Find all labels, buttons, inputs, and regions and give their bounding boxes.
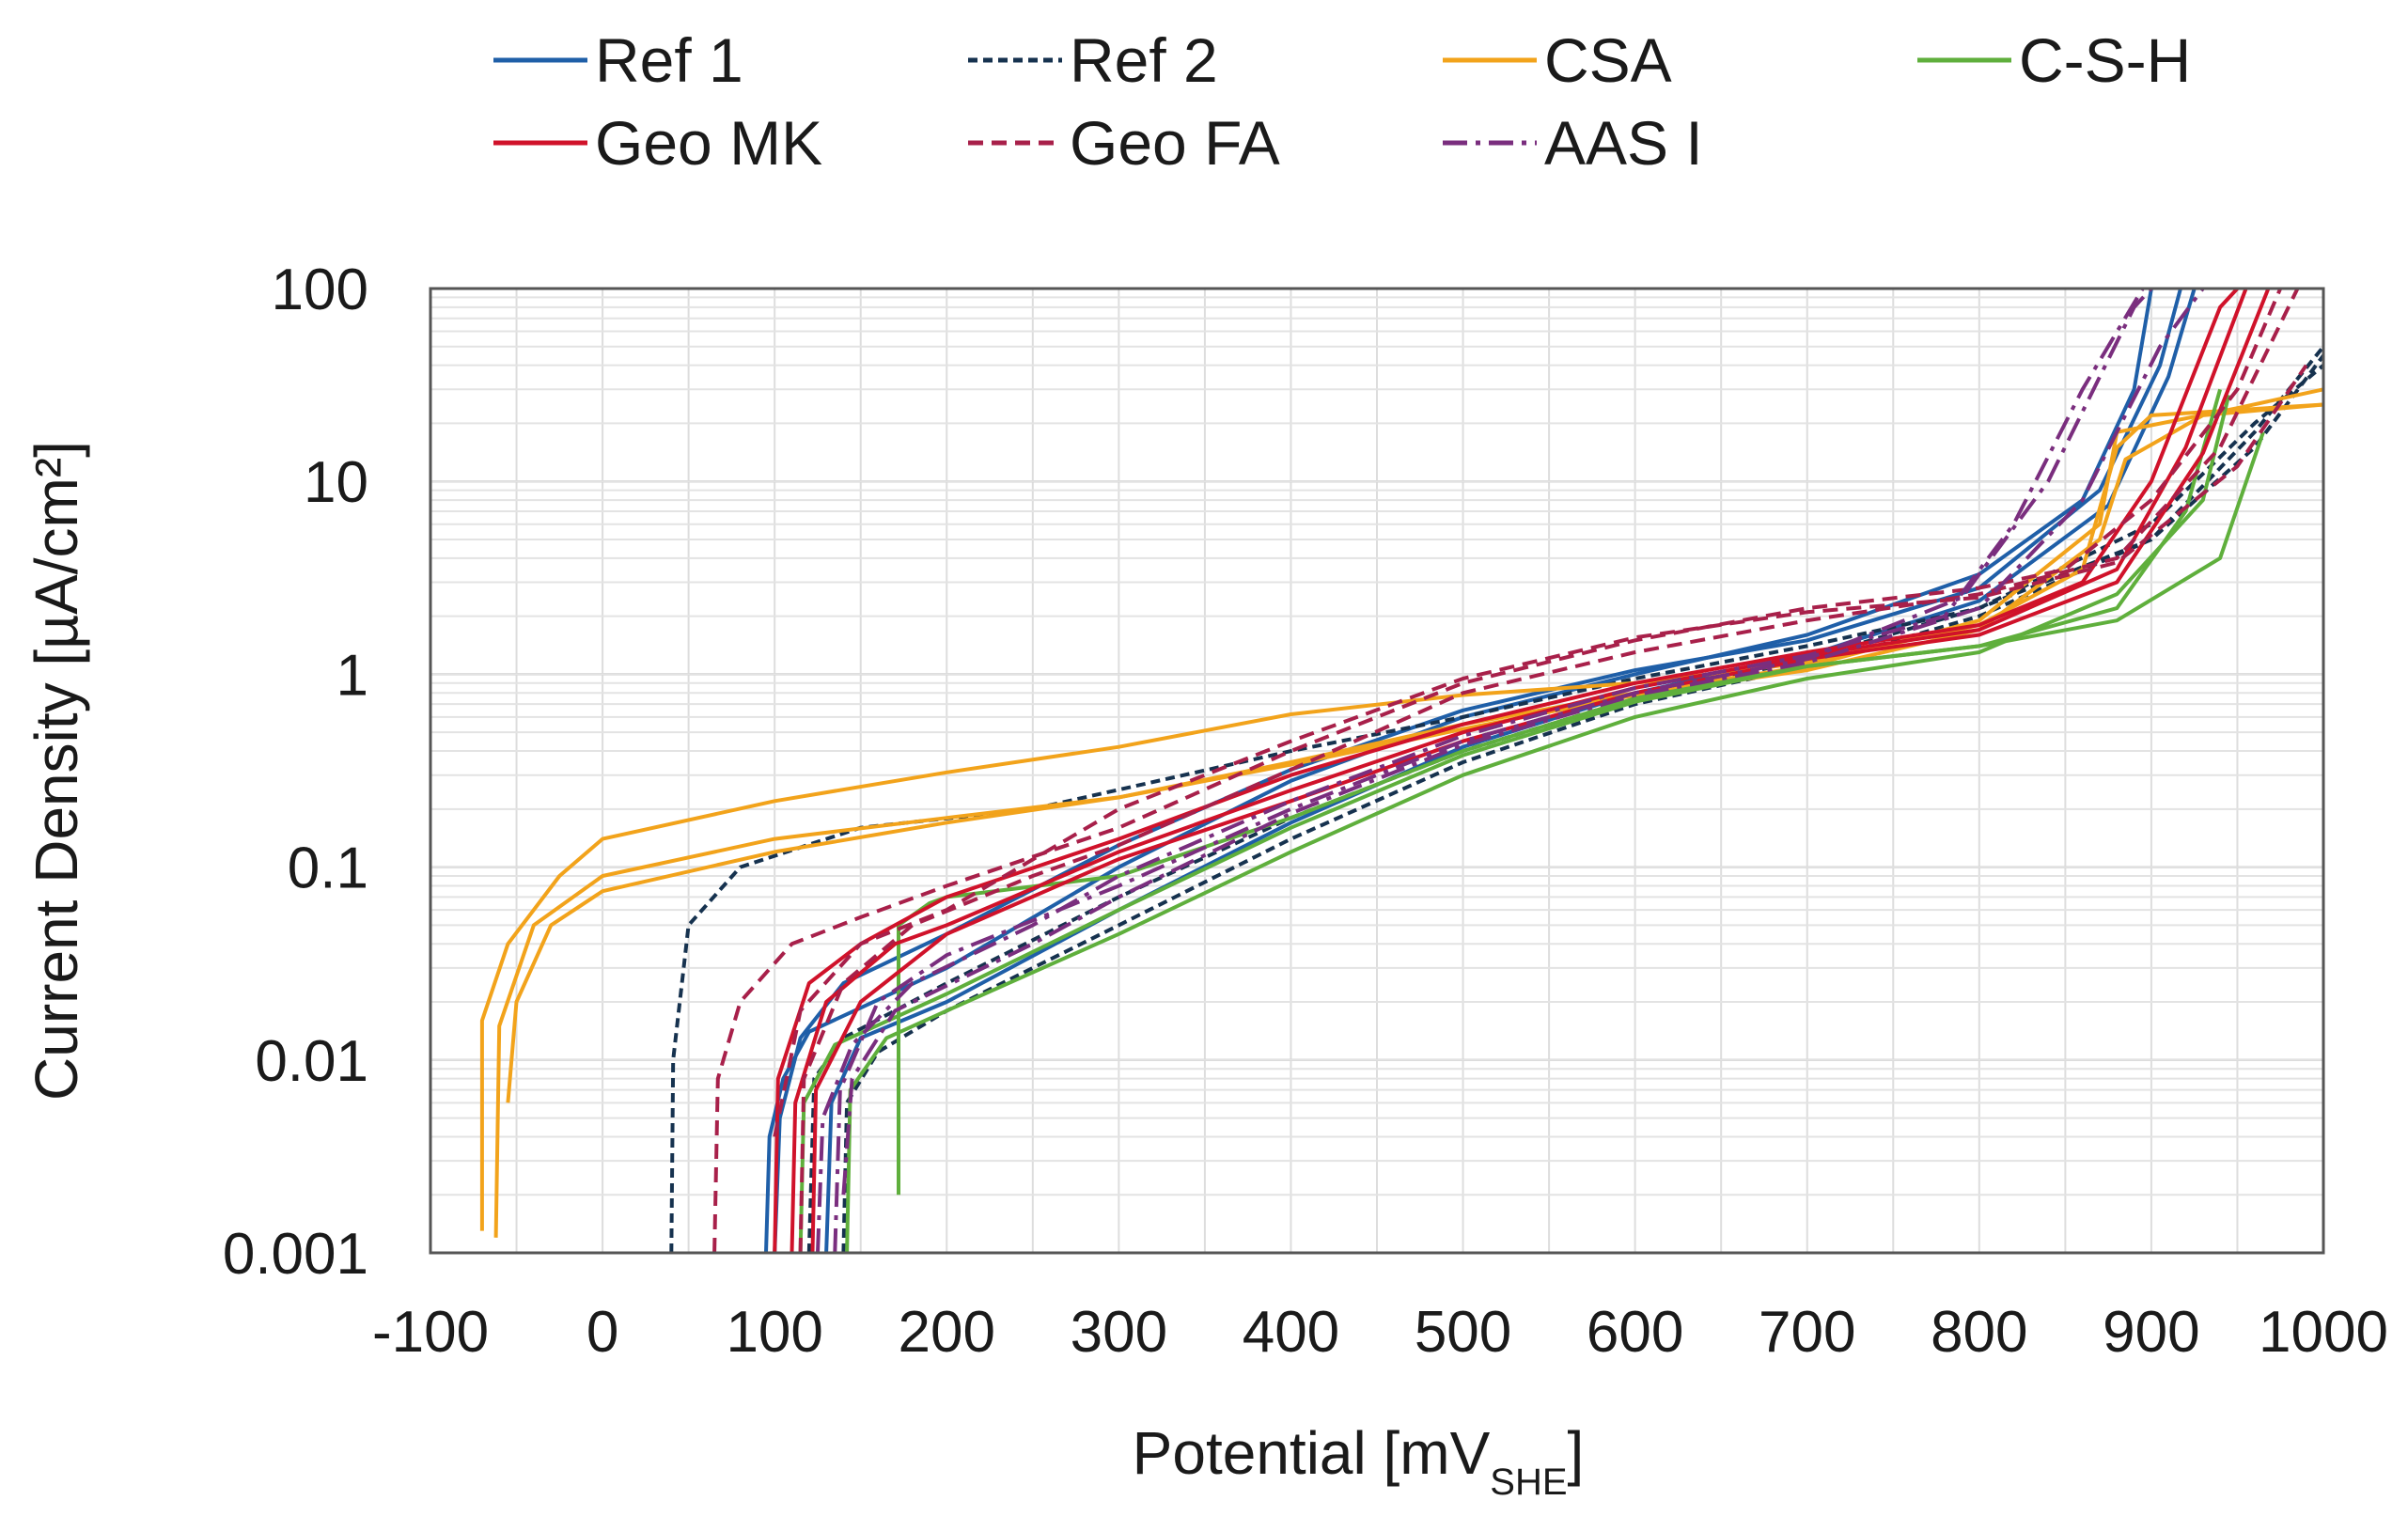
series-line-geo-fa (798, 288, 2300, 1254)
plot-frame (429, 287, 2325, 1255)
series-line-aas-i (816, 287, 2145, 1254)
series-line-c-s-h (897, 431, 2265, 1196)
legend-label: AAS I (1544, 108, 1703, 178)
legend-item-ref-2: Ref 2 (968, 25, 1218, 95)
y-tick-label: 100 (272, 258, 368, 322)
x-axis-title: Potential [mVSHE] (1133, 1419, 1585, 1503)
legend-item-geo-mk: Geo MK (493, 108, 822, 178)
x-tick-label: -100 (372, 1300, 489, 1365)
x-tick-label: 1000 (2259, 1300, 2388, 1365)
x-tick-label: 300 (1071, 1300, 1167, 1365)
y-tick-label: 0.001 (223, 1222, 368, 1287)
legend-label: Ref 2 (1070, 25, 1218, 95)
x-tick-label: 700 (1759, 1300, 1855, 1365)
series-line-geo-mk (810, 288, 2271, 1254)
legend-label: Ref 1 (595, 25, 743, 95)
x-tick-label: 600 (1587, 1300, 1683, 1365)
series-line-csa (493, 387, 2324, 1238)
series-c-s-h (798, 388, 2265, 1254)
series-line-geo-fa (712, 288, 2283, 1254)
plot-series (479, 287, 2325, 1254)
legend-label: Geo MK (595, 108, 822, 178)
legend-item-csa: CSA (1443, 25, 1672, 95)
legend-label: Geo FA (1070, 108, 1280, 178)
series-line-aas-i (833, 287, 2153, 1254)
y-tick-label: 10 (304, 450, 368, 515)
series-line-c-s-h (845, 394, 2231, 1254)
x-axis-title-main: Potential [mV (1133, 1419, 1491, 1487)
series-aas-i (816, 287, 2205, 1254)
y-axis-title: Current Density [µA/cm²] (23, 441, 90, 1101)
series-line-aas-i (841, 287, 2205, 1196)
y-tick-label: 0.01 (255, 1029, 368, 1094)
legend-item-geo-fa: Geo FA (968, 108, 1280, 178)
y-tick-label: 0.1 (288, 836, 368, 901)
x-tick-label: 200 (899, 1300, 995, 1365)
tick-labels: -100 0 100 200 300 400 500 600 700 800 900 1000 0.00… (223, 258, 2388, 1365)
series-line-csa (506, 402, 2324, 1103)
legend-label: C-S-H (2019, 25, 2191, 95)
series-line-geo-fa (773, 364, 2308, 1137)
y-tick-label: 1 (336, 643, 368, 708)
x-axis-title-end: ] (1568, 1419, 1585, 1487)
series-line-c-s-h (798, 388, 2223, 1254)
x-tick-label: 100 (726, 1300, 822, 1365)
legend-label: CSA (1544, 25, 1672, 95)
x-tick-label: 800 (1931, 1300, 2027, 1365)
series-line-ref-2 (841, 345, 2325, 1254)
x-axis-title-subscript: SHE (1490, 1461, 1567, 1503)
x-tick-label: 900 (2103, 1300, 2199, 1365)
series-csa (479, 387, 2324, 1238)
series-line-geo-mk (773, 287, 2239, 1254)
legend-item-c-s-h: C-S-H (1917, 25, 2191, 95)
x-tick-label: 400 (1243, 1300, 1339, 1365)
legend: Ref 1 Ref 2 CSA C-S-H Geo MK Geo FA AAS I (493, 25, 2191, 178)
series-line-ref-1 (773, 288, 2182, 1254)
legend-item-ref-1: Ref 1 (493, 25, 743, 95)
series-geo-fa (712, 288, 2308, 1254)
legend-item-aas-i: AAS I (1443, 108, 1703, 178)
x-tick-label: 0 (586, 1300, 618, 1365)
x-tick-label: 500 (1415, 1300, 1511, 1365)
